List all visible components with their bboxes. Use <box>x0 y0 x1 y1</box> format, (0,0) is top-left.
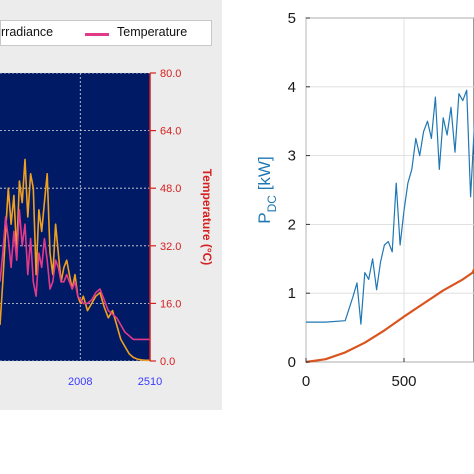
right-series-line-1 <box>305 267 474 364</box>
right-plot-area <box>305 17 474 363</box>
right-series <box>305 89 474 364</box>
right-y-ticks: 0 1 2 3 4 5 <box>288 10 310 371</box>
left-plot-area <box>0 73 150 361</box>
right-y-axis-label: PDC [kW] <box>255 156 279 223</box>
left-y-ticks: 0.0 16.0 32.0 48.0 64.0 80.0 <box>150 68 181 368</box>
left-x-tick-label: 2008 <box>68 376 92 388</box>
left-series-line-0 <box>0 158 150 362</box>
left-y-tick-label: 80.0 <box>160 68 181 80</box>
left-series <box>0 158 150 362</box>
right-y-tick-label: 3 <box>288 148 296 165</box>
left-x-ticks: 2008 2510 <box>68 376 162 388</box>
left-y-axis-label: Temperature (°C) <box>200 169 214 266</box>
left-x-tick-label: 2510 <box>138 376 162 388</box>
left-series-line-1 <box>0 209 150 341</box>
left-y-tick-label: 64.0 <box>160 126 181 138</box>
right-y-tick-label: 4 <box>288 79 296 96</box>
right-y-tick-label: 0 <box>288 354 296 371</box>
right-y-tick-label: 5 <box>288 10 296 27</box>
right-y-tick-label: 1 <box>288 285 296 302</box>
legend-temperature-swatch <box>85 33 109 36</box>
right-x-tick-label: 0 <box>302 373 310 390</box>
left-y-tick-label: 16.0 <box>160 298 181 310</box>
right-series-line-0 <box>306 89 474 325</box>
right-grid <box>305 17 474 363</box>
right-chart: 0 1 2 3 4 5 0 500 PDC [kW] <box>255 10 474 390</box>
right-y-tick-label: 2 <box>288 216 296 233</box>
right-y-axis-label-sub: DC <box>265 195 279 213</box>
right-x-ticks: 0 500 <box>302 358 417 390</box>
left-chart: 0.0 16.0 32.0 48.0 64.0 80.0 2008 2510 Tempera… <box>0 68 214 388</box>
left-y-tick-label: 48.0 <box>160 183 181 195</box>
right-x-tick-label: 500 <box>391 373 416 390</box>
legend-temperature-label: Temperature <box>117 25 188 39</box>
legend-irradiance-label: rradiance <box>1 25 54 39</box>
left-y-tick-label: 32.0 <box>160 241 181 253</box>
left-y-tick-label: 0.0 <box>160 356 175 368</box>
left-chart-legend: rradiance Temperature <box>0 20 212 46</box>
